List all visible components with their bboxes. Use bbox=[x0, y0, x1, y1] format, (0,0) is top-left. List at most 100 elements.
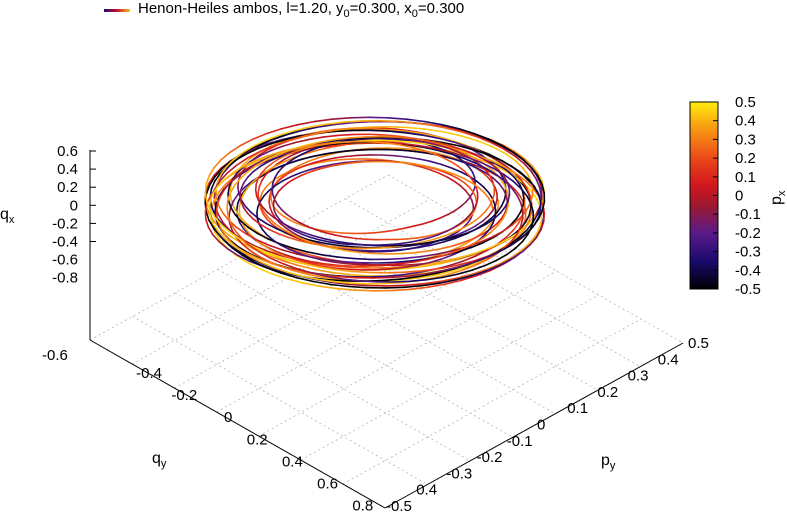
trajectory-segment bbox=[348, 273, 368, 277]
trajectory-segment bbox=[395, 120, 415, 124]
trajectory-segment bbox=[441, 156, 452, 163]
trajectory-segment bbox=[417, 272, 438, 278]
trajectory-segment bbox=[532, 212, 539, 223]
trajectory-segment bbox=[378, 250, 392, 253]
trajectory-segment bbox=[440, 254, 453, 261]
trajectory-segment bbox=[338, 133, 356, 137]
trajectory-segment bbox=[327, 241, 340, 245]
trajectory-segment bbox=[411, 163, 425, 167]
colorbar-tick-label: 0.2 bbox=[735, 150, 756, 167]
trajectory-segment bbox=[270, 161, 284, 169]
qy-corner-tick: -0.6 bbox=[42, 347, 68, 364]
trajectory-segment bbox=[280, 272, 298, 279]
trajectory-segment bbox=[266, 150, 283, 157]
trajectory-segment bbox=[340, 162, 354, 166]
trajectory-segment bbox=[440, 130, 458, 136]
trajectory-segment bbox=[245, 147, 260, 155]
trajectory-segment bbox=[455, 242, 468, 250]
trajectory-segment bbox=[265, 128, 283, 135]
trajectory-segment bbox=[295, 156, 312, 162]
trajectory-segment bbox=[358, 251, 374, 255]
trajectory-segment bbox=[477, 186, 486, 194]
trajectory-segment bbox=[224, 226, 235, 235]
trajectory-segment bbox=[308, 260, 324, 265]
trajectory-segment bbox=[525, 187, 532, 197]
trajectory-segment bbox=[280, 227, 291, 234]
trajectory-segment bbox=[524, 214, 531, 223]
colorbar-tick-label: 0.4 bbox=[735, 113, 756, 130]
trajectory-segment bbox=[333, 137, 351, 141]
trajectory-segment bbox=[419, 166, 432, 171]
trajectory-segment bbox=[264, 168, 272, 176]
trajectory-segment bbox=[402, 264, 418, 269]
trajectory-segment bbox=[504, 200, 509, 208]
trajectory-segment bbox=[253, 155, 269, 162]
trajectory-segment bbox=[255, 238, 270, 246]
trajectory-segment bbox=[521, 233, 529, 243]
trajectory-segment bbox=[510, 165, 522, 174]
colorbar-tick-label: -0.3 bbox=[735, 244, 761, 261]
trajectory-segment bbox=[399, 252, 415, 255]
trajectory-segment bbox=[482, 186, 490, 194]
trajectory-segment bbox=[254, 189, 258, 197]
trajectory-segment bbox=[435, 268, 454, 275]
trajectory-segment bbox=[467, 227, 480, 234]
trajectory-segment bbox=[387, 160, 402, 164]
trajectory-segment bbox=[261, 206, 269, 214]
trajectory-segment bbox=[316, 154, 329, 159]
trajectory-segment bbox=[465, 156, 482, 164]
trajectory-segment bbox=[372, 231, 385, 234]
trajectory-segment bbox=[248, 249, 260, 257]
trajectory-segment bbox=[516, 195, 522, 204]
trajectory-segment bbox=[514, 234, 526, 244]
trajectory-segment bbox=[227, 185, 231, 195]
trajectory-segment bbox=[462, 217, 470, 223]
trajectory-segment bbox=[500, 212, 506, 220]
trajectory-segment bbox=[503, 144, 517, 153]
trajectory-segment bbox=[376, 141, 391, 145]
trajectory-segment bbox=[465, 196, 472, 203]
trajectory-segment bbox=[456, 231, 470, 237]
trajectory-segment bbox=[475, 197, 479, 205]
py-tick-label: 0.4 bbox=[416, 482, 437, 499]
trajectory-segment bbox=[531, 165, 540, 175]
trajectory-segment bbox=[439, 213, 450, 219]
trajectory-segment bbox=[437, 230, 448, 236]
trajectory-segment bbox=[214, 173, 221, 182]
trajectory-segment bbox=[272, 239, 282, 246]
trajectory-segment bbox=[471, 216, 481, 224]
trajectory-segment bbox=[331, 161, 346, 166]
trajectory-segment bbox=[470, 241, 484, 249]
trajectory-segment bbox=[353, 126, 374, 129]
trajectory-segment bbox=[242, 160, 256, 168]
trajectory-segment bbox=[261, 187, 267, 194]
trajectory-segment bbox=[309, 165, 323, 171]
trajectory-segment bbox=[208, 166, 215, 177]
trajectory-segment bbox=[214, 202, 217, 213]
trajectory-segment bbox=[425, 276, 443, 281]
trajectory-segment bbox=[438, 172, 449, 178]
qx-tick-label: -0.4 bbox=[52, 234, 78, 251]
trajectory-segment bbox=[450, 151, 468, 158]
trajectory-segment bbox=[286, 271, 304, 278]
trajectory-segment bbox=[315, 268, 334, 274]
qy-tick-label: 0.2 bbox=[247, 431, 268, 448]
trajectory-segment bbox=[213, 167, 222, 176]
trajectory-segment bbox=[503, 241, 517, 250]
trajectory-segment bbox=[349, 282, 369, 285]
trajectory-segment bbox=[340, 158, 354, 161]
trajectory-segment bbox=[536, 175, 543, 186]
trajectory-segment bbox=[352, 138, 367, 141]
trajectory-segment bbox=[278, 153, 289, 160]
trajectory-segment bbox=[270, 138, 288, 145]
trajectory-segment bbox=[494, 209, 497, 218]
trajectory-segment bbox=[481, 171, 489, 178]
trajectory-segment bbox=[252, 218, 261, 225]
trajectory-segment bbox=[316, 142, 330, 147]
trajectory-segment bbox=[405, 118, 426, 123]
trajectory-segment bbox=[453, 222, 462, 229]
trajectory-segment bbox=[511, 217, 521, 226]
py-tick-label: 0.4 bbox=[658, 351, 679, 368]
trajectory-segment bbox=[534, 196, 541, 206]
trajectory-segment bbox=[537, 208, 542, 218]
